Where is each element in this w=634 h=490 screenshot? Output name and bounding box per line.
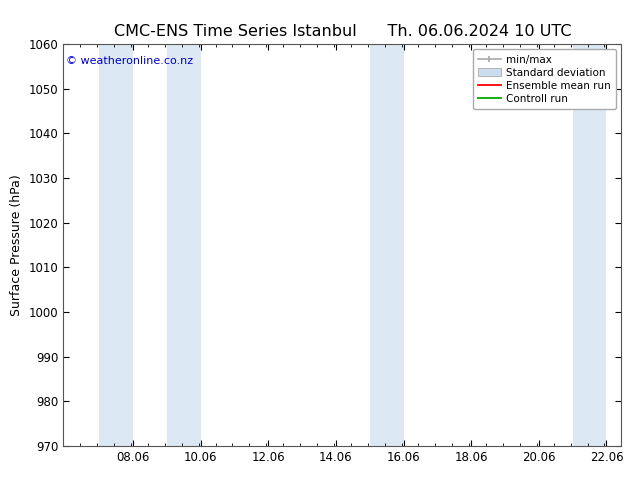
Bar (573, 44, 607, 446)
Legend: min/max, Standard deviation, Ensemble mean run, Controll run: min/max, Standard deviation, Ensemble me… (473, 49, 616, 109)
Bar (167, 44, 201, 446)
Title: CMC-ENS Time Series Istanbul      Th. 06.06.2024 10 UTC: CMC-ENS Time Series Istanbul Th. 06.06.2… (113, 24, 571, 39)
Bar (370, 44, 404, 446)
Text: © weatheronline.co.nz: © weatheronline.co.nz (66, 56, 193, 66)
Y-axis label: Surface Pressure (hPa): Surface Pressure (hPa) (10, 174, 23, 316)
Bar (100, 44, 133, 446)
